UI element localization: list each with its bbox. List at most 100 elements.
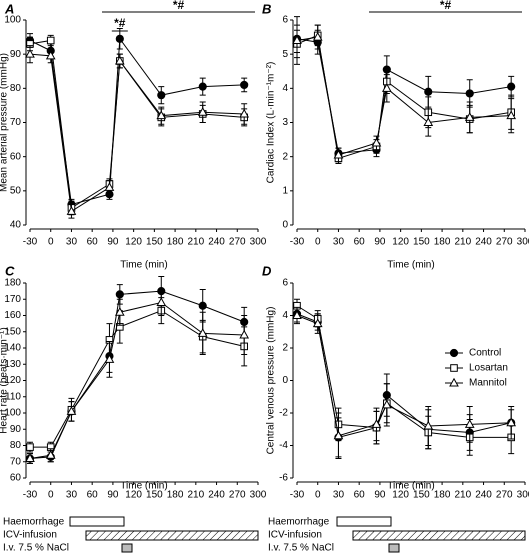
x-tick-label: -30 xyxy=(23,490,38,501)
panel: B0123456-300306090120150180210240270300T… xyxy=(262,0,529,271)
marker xyxy=(239,329,250,339)
marker xyxy=(45,450,56,459)
marker xyxy=(423,117,434,126)
x-tick-label: 210 xyxy=(454,237,471,248)
marker xyxy=(239,108,250,118)
protocol-label: ICV-infusion xyxy=(268,530,322,541)
x-tick-label: 180 xyxy=(434,237,451,248)
series-line xyxy=(29,53,245,213)
marker xyxy=(104,354,115,363)
marker xyxy=(371,419,382,428)
marker xyxy=(115,34,124,43)
y-tick-label: 80 xyxy=(10,440,22,451)
x-tick-label: 60 xyxy=(87,237,99,248)
marker xyxy=(292,310,302,319)
series-line xyxy=(29,37,245,206)
y-tick-label: 120 xyxy=(4,375,21,386)
marker xyxy=(333,430,344,440)
marker xyxy=(381,399,392,409)
marker xyxy=(333,149,344,159)
y-tick-label: 2 xyxy=(282,151,288,162)
y-tick-label: 170 xyxy=(4,294,21,305)
y-tick-label: 1 xyxy=(282,185,288,196)
x-axis-label: Time (min) xyxy=(120,481,167,492)
panel: D -6 -4 -2 0 2 4 6 -30 0 30 60 90 120 150 180 210 240 270 3… xyxy=(262,263,529,500)
icv-bar xyxy=(85,530,259,541)
x-tick-label: 120 xyxy=(125,237,142,248)
y-tick-label: 180 xyxy=(4,278,21,289)
protocol-label: I.v. 7.5 % NaCl xyxy=(268,543,334,553)
y-tick-label: 110 xyxy=(5,391,21,402)
x-tick-label: 240 xyxy=(208,490,225,501)
significance-label: *# xyxy=(114,16,126,30)
y-axis-label: Mean arterial pressure (mmHg) xyxy=(0,53,10,192)
marker xyxy=(66,406,77,415)
protocol-label: ICV-infusion xyxy=(3,530,57,541)
x-tick-label: 150 xyxy=(146,237,163,248)
x-axis-label: Time (min) xyxy=(120,260,167,271)
marker xyxy=(26,443,34,451)
icv-bar xyxy=(352,530,526,541)
y-tick-label: 6 xyxy=(282,278,288,289)
y-tick-label: 0 xyxy=(282,375,288,386)
protocol-label: Haemorrhage xyxy=(3,517,65,528)
marker xyxy=(292,35,302,44)
y-tick-label: 60 xyxy=(10,473,22,484)
x-tick-label: 300 xyxy=(517,237,529,248)
y-tick-label: 100 xyxy=(4,408,21,419)
y-tick-label: -2 xyxy=(279,408,288,419)
y-tick-label: 2 xyxy=(282,343,288,354)
series-line xyxy=(30,310,245,448)
y-tick-label: 50 xyxy=(10,185,22,196)
x-tick-label: 150 xyxy=(413,490,430,501)
y-tick-label: 70 xyxy=(10,117,22,128)
marker xyxy=(424,87,433,96)
panel-label: D xyxy=(262,263,272,278)
marker xyxy=(506,417,517,427)
marker xyxy=(66,206,77,215)
x-tick-label: 150 xyxy=(413,237,430,248)
x-tick-label: 120 xyxy=(125,490,142,501)
x-tick-label: 0 xyxy=(315,490,321,501)
marker xyxy=(240,80,249,90)
panel-label: C xyxy=(5,263,15,278)
x-tick-label: 270 xyxy=(496,237,513,248)
x-tick-label: 150 xyxy=(146,490,163,501)
x-tick-label: -30 xyxy=(290,237,305,248)
haemorrhage-bar xyxy=(336,516,392,527)
marker xyxy=(381,83,392,92)
protocol-label: Haemorrhage xyxy=(268,517,330,528)
y-tick-label: 6 xyxy=(282,15,288,26)
marker xyxy=(197,328,208,337)
legend-marker xyxy=(449,377,459,387)
x-tick-label: 300 xyxy=(250,237,267,248)
legend-label: Control xyxy=(469,348,501,359)
marker xyxy=(104,182,115,191)
x-tick-label: 300 xyxy=(517,490,529,501)
y-tick-label: 4 xyxy=(282,310,288,321)
y-tick-label: 90 xyxy=(10,49,22,60)
y-axis-label: Heart rate (beats·min⁻¹) xyxy=(0,327,10,433)
x-tick-label: 30 xyxy=(66,237,78,248)
y-tick-label: 130 xyxy=(4,359,21,370)
protocol-left: Haemorrhage ICV-infusion I.v. 7.5 % NaCl xyxy=(3,516,259,553)
y-tick-label: 100 xyxy=(4,15,21,26)
x-tick-label: 180 xyxy=(434,490,451,501)
x-tick-label: 60 xyxy=(87,490,99,501)
marker xyxy=(25,48,35,58)
y-tick-label: 3 xyxy=(282,117,288,128)
y-tick-label: 150 xyxy=(4,326,21,337)
x-tick-label: 210 xyxy=(187,237,204,248)
nacl-bar xyxy=(388,543,400,553)
y-tick-label: -4 xyxy=(279,440,288,451)
significance-label: *# xyxy=(440,0,452,12)
x-tick-label: 270 xyxy=(229,237,246,248)
legend-marker xyxy=(449,348,459,358)
y-tick-label: 90 xyxy=(10,424,22,435)
series-line xyxy=(29,301,245,459)
series-line xyxy=(29,39,245,209)
y-tick-label: 160 xyxy=(4,310,21,321)
marker xyxy=(114,307,125,316)
marker xyxy=(197,107,208,116)
significance-label: *# xyxy=(173,0,185,12)
